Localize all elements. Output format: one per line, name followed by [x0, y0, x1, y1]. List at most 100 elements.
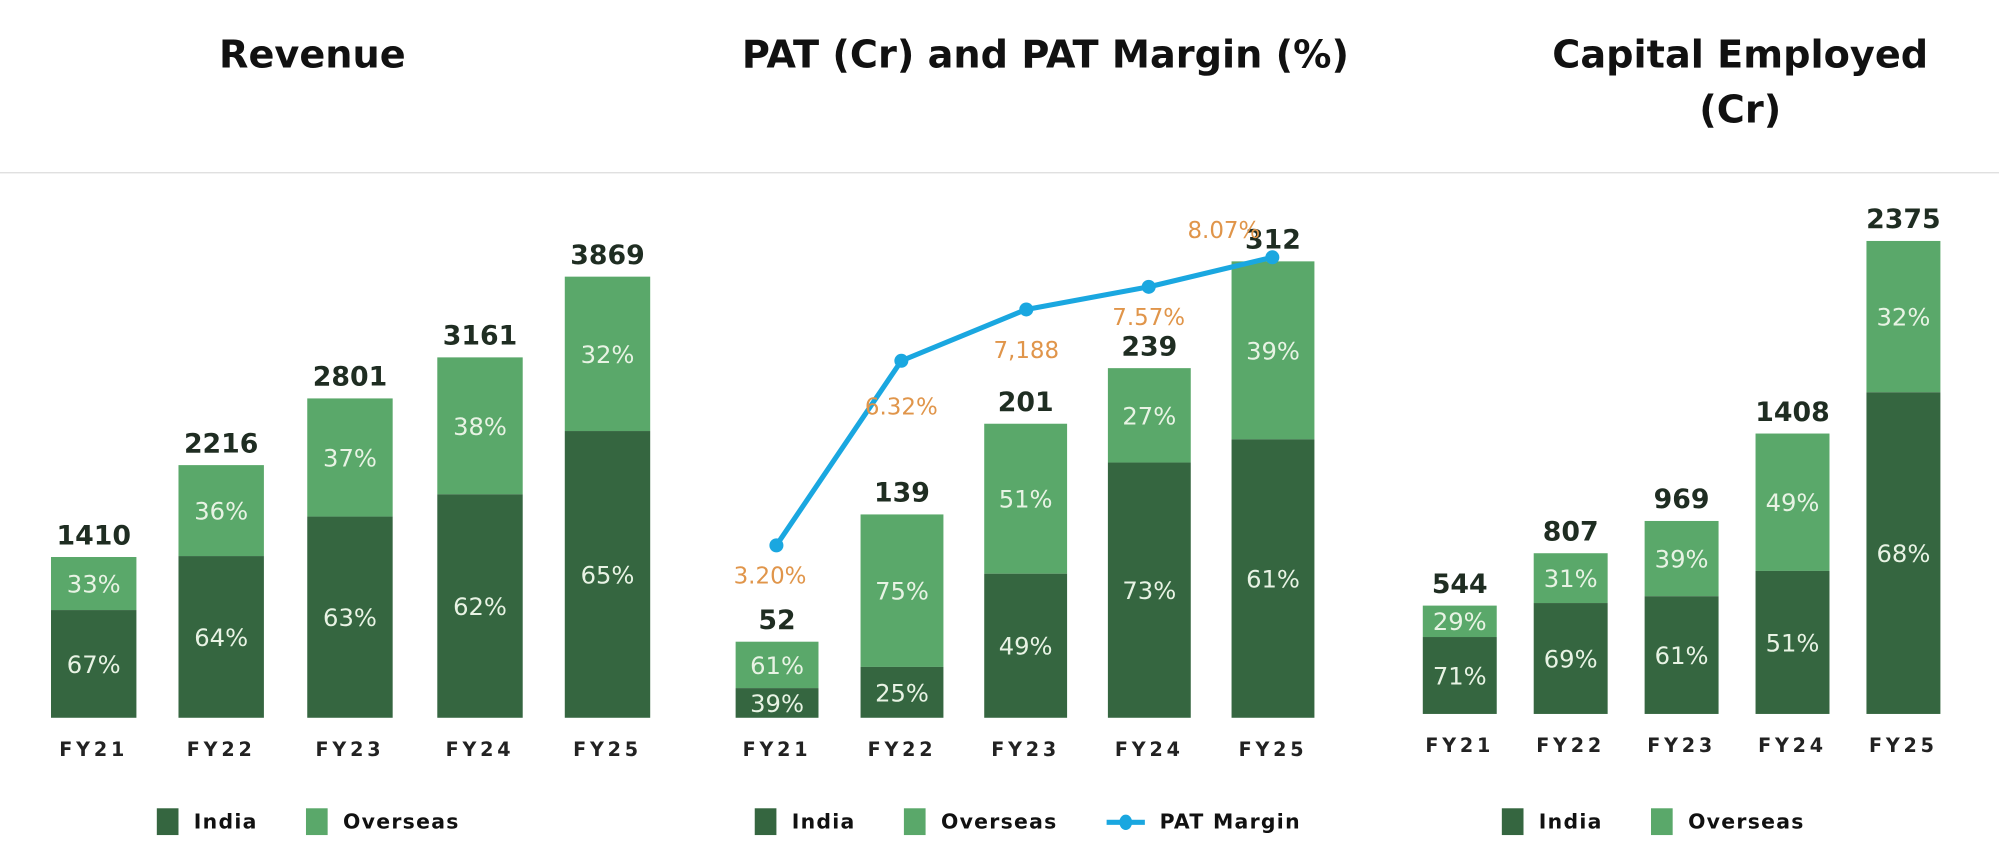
bar-overseas	[1231, 261, 1315, 440]
x-tick-label: FY24	[446, 738, 515, 761]
overseas-percent-label: 36%	[194, 498, 248, 526]
x-tick-label: FY24	[1115, 738, 1184, 761]
legend-label: Overseas	[940, 809, 1058, 834]
total-value-label: 969	[1654, 484, 1710, 515]
overseas-percent-label: 27%	[1122, 402, 1176, 430]
bar-india	[1755, 570, 1830, 714]
pat-margin-point	[1265, 250, 1280, 265]
bar-india	[1107, 462, 1191, 718]
x-tick-label: FY22	[187, 738, 256, 761]
x-tick-label: FY22	[868, 738, 937, 761]
bar-overseas	[178, 465, 264, 557]
capital-title: Capital Employed (Cr)	[1552, 33, 1929, 133]
capital-legend: India Overseas	[1501, 808, 1805, 836]
bar-india	[1866, 392, 1941, 714]
legend-overseas: Overseas	[904, 808, 1058, 836]
india-percent-label: 25%	[875, 679, 929, 707]
overseas-percent-label: 32%	[1877, 304, 1931, 332]
x-tick-label: FY23	[316, 738, 385, 761]
legend-overseas: Overseas	[1651, 808, 1805, 836]
bar-india	[307, 516, 393, 718]
pat-margin-point	[769, 538, 784, 553]
india-swatch-icon	[754, 808, 777, 836]
total-value-label: 2375	[1866, 204, 1941, 235]
overseas-swatch-icon	[904, 808, 926, 836]
bar-overseas	[1533, 553, 1608, 604]
total-value-label: 3869	[570, 240, 644, 271]
legend-label: Overseas	[1688, 809, 1805, 834]
bar-overseas	[1755, 433, 1830, 571]
pat-margin-point	[1019, 302, 1034, 317]
x-tick-label: FY21	[1425, 734, 1494, 757]
x-tick-label: FY24	[1758, 734, 1827, 757]
divider	[0, 172, 1999, 174]
bar-overseas	[50, 557, 137, 611]
legend-label: India	[1538, 809, 1603, 834]
pat-margin-label: 8.07%	[1187, 218, 1260, 244]
x-tick-label: FY21	[59, 738, 128, 761]
bar-india	[437, 494, 523, 718]
legend-overseas: Overseas	[306, 808, 460, 836]
pat-margin-point	[894, 353, 909, 368]
india-percent-label: 62%	[453, 593, 507, 621]
bar-india	[735, 688, 819, 718]
india-percent-label: 68%	[1877, 540, 1931, 568]
total-value-label: 52	[758, 605, 795, 636]
revenue-legend: India Overseas	[156, 808, 460, 836]
pat-margin-line-icon	[1106, 814, 1145, 830]
bar-india	[1422, 637, 1497, 714]
total-value-label: 1408	[1755, 397, 1830, 428]
bar-overseas	[984, 423, 1068, 574]
legend-label: India	[193, 809, 258, 834]
legend-label: Overseas	[343, 809, 460, 834]
india-percent-label: 65%	[581, 561, 635, 589]
legend-label: PAT Margin	[1159, 809, 1301, 834]
total-value-label: 544	[1432, 569, 1488, 600]
bar-india	[50, 610, 137, 718]
total-value-label: 201	[998, 387, 1054, 418]
legend-india: India	[1501, 808, 1603, 836]
india-percent-label: 39%	[750, 690, 804, 718]
overseas-percent-label: 37%	[323, 444, 377, 472]
overseas-swatch-icon	[1651, 808, 1673, 836]
india-percent-label: 73%	[1122, 577, 1176, 605]
total-value-label: 239	[1121, 331, 1177, 362]
revenue-title: Revenue	[219, 33, 406, 78]
overseas-percent-label: 51%	[999, 486, 1053, 514]
total-value-label: 3161	[443, 321, 518, 352]
bar-overseas	[860, 514, 944, 667]
india-percent-label: 69%	[1544, 645, 1598, 673]
bar-india	[984, 573, 1068, 718]
india-percent-label: 63%	[323, 604, 377, 632]
india-swatch-icon	[156, 808, 179, 836]
overseas-percent-label: 29%	[1433, 608, 1487, 636]
overseas-percent-label: 75%	[875, 578, 929, 606]
india-percent-label: 64%	[194, 624, 248, 652]
pat-margin-label: 3.20%	[734, 564, 807, 590]
india-percent-label: 71%	[1433, 662, 1487, 690]
x-tick-label: FY25	[1239, 738, 1308, 761]
overseas-percent-label: 33%	[67, 570, 121, 598]
x-tick-label: FY25	[573, 738, 642, 761]
bar-overseas	[735, 641, 819, 689]
india-percent-label: 61%	[1246, 565, 1300, 593]
bar-overseas	[1866, 240, 1941, 393]
legend-india: India	[156, 808, 258, 836]
pat-margin-point	[1141, 279, 1156, 294]
india-percent-label: 51%	[1766, 629, 1820, 657]
bar-overseas	[437, 357, 523, 495]
legend-pat-margin: PAT Margin	[1106, 808, 1301, 835]
total-value-label: 1410	[56, 520, 131, 551]
bar-india	[1533, 603, 1608, 714]
x-tick-label: FY23	[1647, 734, 1716, 757]
bar-overseas	[1422, 605, 1497, 638]
legend-label: India	[791, 809, 856, 834]
total-value-label: 2801	[313, 362, 388, 393]
bar-india	[564, 431, 651, 718]
overseas-percent-label: 39%	[1246, 337, 1300, 365]
overseas-percent-label: 32%	[581, 341, 635, 369]
bar-overseas	[564, 276, 651, 432]
pat-legend: India Overseas PAT Margin	[754, 808, 1301, 836]
